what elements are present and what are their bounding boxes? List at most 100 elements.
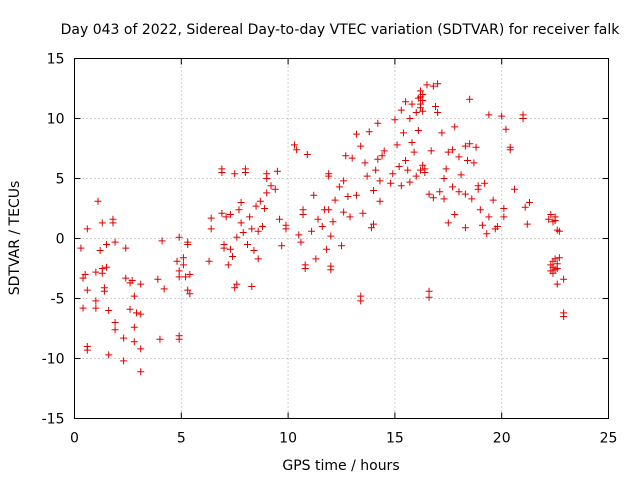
- data-point: [105, 307, 113, 314]
- data-point: [359, 209, 367, 217]
- data-point: [83, 225, 91, 233]
- data-point: [442, 165, 450, 173]
- data-point: [352, 130, 360, 138]
- data-point: [374, 155, 382, 163]
- data-point: [438, 129, 446, 137]
- data-point: [457, 171, 465, 179]
- data-point: [431, 103, 439, 110]
- y-tick-label: -10: [42, 352, 65, 368]
- data-point: [370, 187, 378, 194]
- data-point: [241, 169, 249, 176]
- data-point: [425, 293, 433, 301]
- data-point: [303, 151, 311, 158]
- data-point: [451, 211, 459, 218]
- data-point: [327, 232, 335, 240]
- data-point: [111, 319, 119, 326]
- data-point: [96, 247, 104, 254]
- data-point: [325, 172, 333, 180]
- data-point: [498, 112, 506, 120]
- data-point: [551, 255, 559, 263]
- data-point: [560, 275, 568, 283]
- data-point: [158, 237, 166, 245]
- data-point: [323, 245, 331, 253]
- data-point: [175, 267, 183, 275]
- data-point: [310, 191, 318, 199]
- data-point: [92, 297, 100, 305]
- data-point: [406, 115, 414, 122]
- data-point: [485, 111, 493, 119]
- data-points: [77, 80, 568, 376]
- data-point: [258, 223, 266, 230]
- data-point: [444, 148, 452, 156]
- data-point: [485, 213, 493, 221]
- axis-ticks: [74, 58, 609, 419]
- data-point: [378, 152, 386, 160]
- data-point: [312, 255, 320, 263]
- data-point: [186, 290, 194, 298]
- data-point: [173, 257, 181, 265]
- data-point: [293, 146, 301, 154]
- data-point: [318, 223, 326, 230]
- data-point: [464, 157, 472, 164]
- data-point: [370, 220, 378, 228]
- data-point: [182, 273, 190, 281]
- data-point: [387, 179, 395, 187]
- data-point: [449, 183, 457, 191]
- data-point: [239, 229, 247, 236]
- data-point: [154, 275, 162, 283]
- data-point: [440, 195, 448, 203]
- data-point: [346, 213, 354, 221]
- data-point: [476, 206, 484, 214]
- data-point: [461, 224, 469, 232]
- data-point: [327, 266, 335, 274]
- data-point: [205, 257, 213, 265]
- data-point: [429, 82, 437, 90]
- data-point: [291, 141, 299, 149]
- data-point: [105, 351, 113, 359]
- data-point: [179, 254, 187, 262]
- data-point: [357, 142, 365, 150]
- data-point: [263, 189, 271, 197]
- data-point: [248, 225, 256, 233]
- data-point: [175, 233, 183, 241]
- data-point: [137, 280, 145, 288]
- data-point: [553, 280, 561, 288]
- data-point: [408, 100, 416, 108]
- data-point: [483, 230, 491, 238]
- data-point: [92, 304, 100, 312]
- data-point: [335, 183, 343, 191]
- data-point: [233, 280, 241, 288]
- y-tick-label: -15: [42, 412, 65, 428]
- data-point: [545, 215, 553, 223]
- data-point: [478, 221, 486, 229]
- data-point: [363, 172, 371, 180]
- data-point: [282, 221, 290, 229]
- data-point: [425, 287, 433, 295]
- data-point: [440, 175, 448, 182]
- data-point: [77, 244, 85, 252]
- data-point: [237, 219, 245, 227]
- data-point: [301, 265, 309, 272]
- y-tick-label: 5: [56, 172, 65, 188]
- data-point: [466, 140, 474, 148]
- data-point: [218, 209, 226, 217]
- data-point: [389, 170, 397, 178]
- y-tick-labels: -15 -10 -5 0 5 10 15: [42, 52, 65, 428]
- data-point: [560, 313, 568, 320]
- data-point: [402, 98, 410, 106]
- data-point: [175, 335, 183, 343]
- x-tick-label: 5: [177, 431, 186, 447]
- data-point: [130, 338, 138, 346]
- data-point: [220, 244, 228, 252]
- data-point: [331, 196, 339, 204]
- data-point: [472, 143, 480, 151]
- data-point: [410, 148, 418, 156]
- data-point: [549, 269, 557, 277]
- data-point: [229, 253, 237, 260]
- data-point: [122, 244, 130, 252]
- data-point: [235, 206, 243, 214]
- data-point: [461, 190, 469, 198]
- data-point: [218, 169, 226, 176]
- data-point: [111, 326, 119, 334]
